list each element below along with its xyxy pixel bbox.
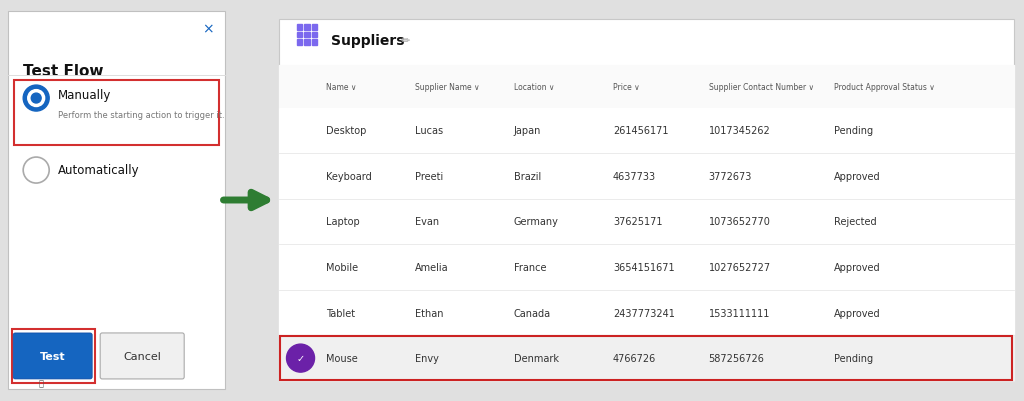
Circle shape xyxy=(287,344,314,372)
FancyBboxPatch shape xyxy=(13,333,92,379)
Bar xyxy=(279,154,1014,199)
Text: Perform the starting action to trigger it.: Perform the starting action to trigger i… xyxy=(58,111,225,120)
Text: 1017345262: 1017345262 xyxy=(709,126,770,136)
Text: 1073652770: 1073652770 xyxy=(709,217,770,227)
Bar xyxy=(297,25,302,30)
Text: Ethan: Ethan xyxy=(415,308,443,318)
Text: Mouse: Mouse xyxy=(327,353,358,363)
Text: ✏: ✏ xyxy=(400,36,410,46)
Text: Pending: Pending xyxy=(834,353,872,363)
Text: Laptop: Laptop xyxy=(327,217,360,227)
Text: Mobile: Mobile xyxy=(327,262,358,272)
Text: Desktop: Desktop xyxy=(327,126,367,136)
FancyBboxPatch shape xyxy=(14,81,219,146)
Bar xyxy=(279,66,1014,108)
Text: Approved: Approved xyxy=(834,308,881,318)
FancyBboxPatch shape xyxy=(100,333,184,379)
Bar xyxy=(279,108,1014,154)
Text: Suppliers: Suppliers xyxy=(331,34,404,48)
Text: 37625171: 37625171 xyxy=(613,217,663,227)
FancyBboxPatch shape xyxy=(8,12,225,389)
Text: Location ∨: Location ∨ xyxy=(514,83,554,92)
Bar xyxy=(304,25,309,30)
Text: Supplier Contact Number ∨: Supplier Contact Number ∨ xyxy=(709,83,814,92)
Text: Price ∨: Price ∨ xyxy=(613,83,640,92)
Bar xyxy=(297,40,302,45)
Text: ✓: ✓ xyxy=(297,353,304,363)
Circle shape xyxy=(24,86,49,112)
Text: Test: Test xyxy=(40,351,66,361)
Text: Lucas: Lucas xyxy=(415,126,442,136)
Text: Approved: Approved xyxy=(834,262,881,272)
Text: Keyboard: Keyboard xyxy=(327,172,372,181)
Circle shape xyxy=(28,90,45,107)
Bar xyxy=(311,40,317,45)
Text: 3772673: 3772673 xyxy=(709,172,752,181)
Bar xyxy=(304,40,309,45)
Text: Envy: Envy xyxy=(415,353,438,363)
Text: ⎆: ⎆ xyxy=(39,378,44,387)
Text: Denmark: Denmark xyxy=(514,353,559,363)
Text: Preeti: Preeti xyxy=(415,172,442,181)
Text: Evan: Evan xyxy=(415,217,438,227)
Text: Rejected: Rejected xyxy=(834,217,877,227)
Text: 2437773241: 2437773241 xyxy=(613,308,675,318)
Text: Automatically: Automatically xyxy=(58,164,140,176)
Text: Approved: Approved xyxy=(834,172,881,181)
Text: Amelia: Amelia xyxy=(415,262,449,272)
Bar xyxy=(279,199,1014,245)
Text: 261456171: 261456171 xyxy=(613,126,669,136)
Circle shape xyxy=(32,94,41,104)
Text: Name ∨: Name ∨ xyxy=(327,83,356,92)
Text: 3654151671: 3654151671 xyxy=(613,262,675,272)
Bar xyxy=(311,32,317,38)
Text: Manually: Manually xyxy=(58,89,112,102)
Text: France: France xyxy=(514,262,546,272)
Text: Test Flow: Test Flow xyxy=(24,64,103,79)
Text: Tablet: Tablet xyxy=(327,308,355,318)
Text: Supplier Name ∨: Supplier Name ∨ xyxy=(415,83,479,92)
Text: 587256726: 587256726 xyxy=(709,353,765,363)
Text: Germany: Germany xyxy=(514,217,559,227)
Bar xyxy=(304,32,309,38)
Text: 4766726: 4766726 xyxy=(613,353,656,363)
Text: Japan: Japan xyxy=(514,126,541,136)
Text: 4637733: 4637733 xyxy=(613,172,656,181)
Text: Brazil: Brazil xyxy=(514,172,541,181)
FancyBboxPatch shape xyxy=(279,20,1014,381)
Text: Pending: Pending xyxy=(834,126,872,136)
Text: Cancel: Cancel xyxy=(123,351,161,361)
Bar xyxy=(279,336,1014,381)
Bar xyxy=(279,290,1014,336)
Text: Canada: Canada xyxy=(514,308,551,318)
Text: Product Approval Status ∨: Product Approval Status ∨ xyxy=(834,83,935,92)
Bar xyxy=(279,245,1014,290)
Bar xyxy=(311,25,317,30)
Text: 1533111111: 1533111111 xyxy=(709,308,770,318)
Bar xyxy=(297,32,302,38)
Text: 1027652727: 1027652727 xyxy=(709,262,771,272)
Text: ×: × xyxy=(202,22,213,36)
